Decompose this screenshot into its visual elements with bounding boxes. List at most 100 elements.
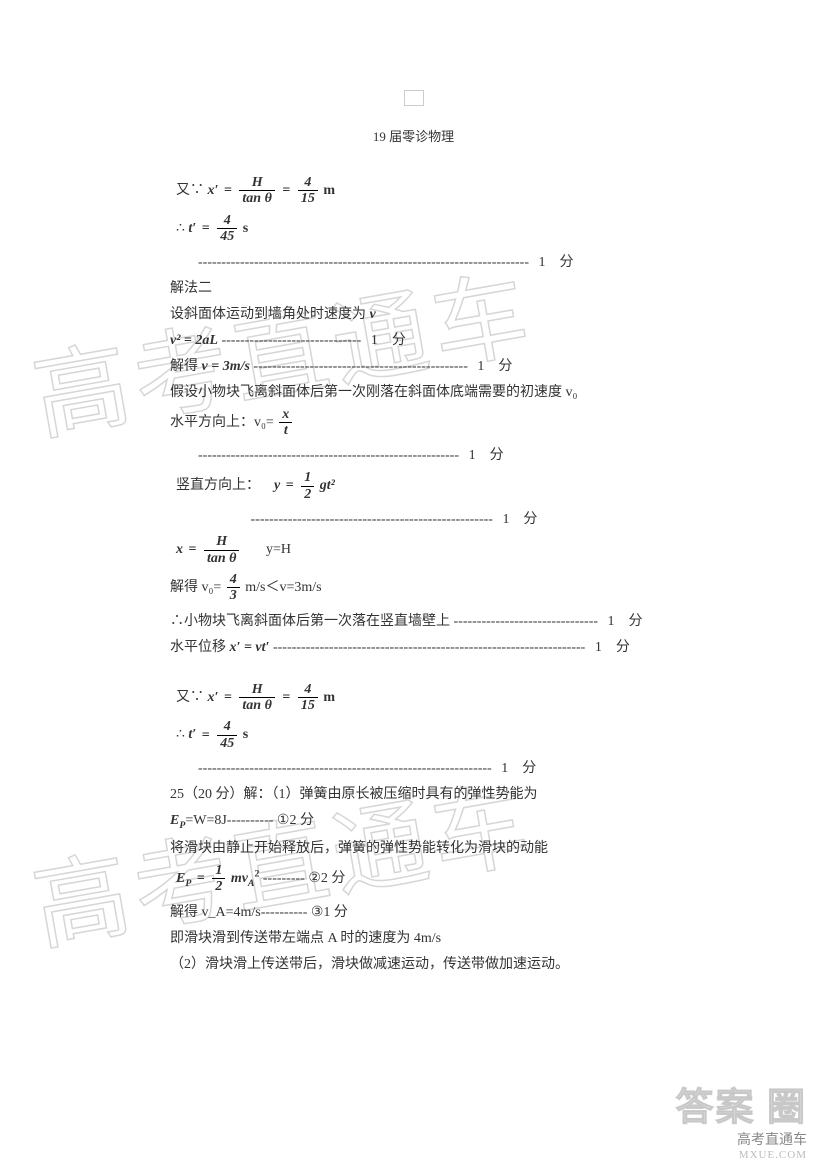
text: 水平位移 <box>170 640 230 655</box>
prefix: 又∵ <box>176 690 204 705</box>
den: 45 <box>217 736 237 751</box>
footer-text: 高考直通车 <box>675 1129 807 1149</box>
score: 1 分 <box>602 614 643 629</box>
text-line-3: 解法二 <box>170 277 657 297</box>
equals: = <box>195 871 207 886</box>
E: E <box>176 871 185 886</box>
rest: gt² <box>320 478 335 493</box>
prefix: ∴ <box>176 221 185 236</box>
score-line-2: ----------------------------------------… <box>170 251 657 271</box>
text-line-4: 设斜面体运动到墙角处时速度为 v <box>170 303 657 323</box>
text-line-20: 解得 v_A=4m/s---------- ③1 分 <box>170 901 657 921</box>
equals: = <box>222 690 234 705</box>
num: H <box>239 175 274 191</box>
rest: =W=8J---------- ①2 分 <box>185 813 314 828</box>
frac-1: H tan θ <box>239 175 274 207</box>
den: tan θ <box>239 698 274 713</box>
equals: = <box>222 183 234 198</box>
eq-line-19: EP = 1 2 mvA2 --------- ②2 分 <box>170 863 657 895</box>
eq-line-6: 解得 v = 3m/s ----------------------------… <box>170 355 657 375</box>
equals: = <box>187 542 199 557</box>
eq-line-5: v² = 2aL ------------------------------ … <box>170 329 657 349</box>
den: 3 <box>227 588 240 603</box>
frac-2: 4 15 <box>298 682 318 714</box>
eq-line-10: x = H tan θ y=H <box>170 534 657 566</box>
sub: P <box>185 878 191 889</box>
den: tan θ <box>239 191 274 206</box>
num: 4 <box>227 572 240 588</box>
unit: s <box>243 728 248 743</box>
eq: v² = 2aL <box>170 333 218 348</box>
score: 1 分 <box>365 333 406 348</box>
yH: y=H <box>266 542 291 557</box>
frac: 4 3 <box>227 572 240 604</box>
den: t <box>279 423 292 438</box>
equals: = <box>200 221 212 236</box>
text: 解得 v₀= <box>170 580 225 595</box>
text-line-21: 即滑块滑到传送带左端点 A 时的速度为 4m/s <box>170 927 657 947</box>
equals: = <box>280 183 292 198</box>
score: 1 分 <box>495 761 536 776</box>
score: 1 分 <box>471 359 512 374</box>
score: 1 分 <box>533 255 574 270</box>
score: 1 分 <box>589 640 630 655</box>
frac: 4 45 <box>217 213 237 245</box>
frac: x t <box>279 407 292 439</box>
num: 1 <box>301 470 314 486</box>
frac: H tan θ <box>204 534 239 566</box>
frac: 1 2 <box>212 863 225 895</box>
num: H <box>239 682 274 698</box>
frac: 1 2 <box>301 470 314 502</box>
text: m/s＜v=3m/s <box>245 580 321 595</box>
eq-line-15: ∴ t′ = 4 45 s <box>170 719 657 751</box>
text-line-18: 将滑块由静止开始释放后，弹簧的弹性势能转化为滑块的动能 <box>170 837 657 857</box>
eq-line-14: 又∵ x′ = H tan θ = 4 15 m <box>170 682 657 714</box>
equals: = <box>284 478 296 493</box>
text-line-16: 25（20 分）解：（1）弹簧由原长被压缩时具有的弹性势能为 <box>170 783 657 803</box>
den: tan θ <box>204 551 239 566</box>
eq: x′ = vt′ <box>230 640 270 655</box>
num: 4 <box>217 719 237 735</box>
text-line-12: ∴小物块飞离斜面体后第一次落在竖直墙壁上 -------------------… <box>170 610 657 630</box>
num: 4 <box>217 213 237 229</box>
num: 4 <box>298 682 318 698</box>
eq-line-17: EP=W=8J---------- ①2 分 <box>170 809 657 831</box>
lhs: y <box>274 478 280 493</box>
footer-watermark: 答案 圈 高考直通车 MXUE.COM <box>675 1089 807 1161</box>
rule: ----------------------------------------… <box>253 359 467 374</box>
text-line-7: 假设小物块飞离斜面体后第一次刚落在斜面体底端需要的初速度 v₀ <box>170 381 657 401</box>
lhs: x′ <box>208 690 219 705</box>
den: 2 <box>212 879 225 894</box>
score: 1 分 <box>463 448 504 463</box>
text: 水平方向上：v₀= <box>170 415 277 430</box>
prefix: ∴ <box>176 728 185 743</box>
rule: ------------------------------- <box>454 614 599 629</box>
eq-line-11: 解得 v₀= 4 3 m/s＜v=3m/s <box>170 572 657 604</box>
score-line-8: ----------------------------------------… <box>170 444 657 464</box>
text: 设斜面体运动到墙角处时速度为 <box>170 307 370 322</box>
m: m <box>231 871 242 886</box>
rule: ----------------------------------------… <box>198 255 529 270</box>
rule: ----------------------------------------… <box>198 448 459 463</box>
score-line-9: ----------------------------------------… <box>170 508 657 528</box>
answer-logo: 答案 圈 <box>675 1089 807 1127</box>
v: v <box>370 307 376 322</box>
footer-url: MXUE.COM <box>675 1149 807 1161</box>
eq: v = 3m/s <box>202 359 250 374</box>
equals: = <box>280 690 292 705</box>
lhs: t′ <box>188 728 196 743</box>
den: 45 <box>217 229 237 244</box>
page-content: 19 届零诊物理 又∵ x′ = H tan θ = 4 15 m ∴ t′ =… <box>0 0 827 1019</box>
text-line-22: （2）滑块滑上传送带后，滑块做减速运动，传送带做加速运动。 <box>170 953 657 973</box>
frac: 4 45 <box>217 719 237 751</box>
den: 2 <box>301 487 314 502</box>
score: 1 分 <box>496 512 537 527</box>
prefix: 又∵ <box>176 183 204 198</box>
rule: ------------------------------ <box>221 333 361 348</box>
text: ∴小物块飞离斜面体后第一次落在竖直墙壁上 <box>170 614 450 629</box>
lhs: x <box>176 542 183 557</box>
num: 1 <box>212 863 225 879</box>
unit: m <box>323 183 335 198</box>
E: E <box>170 813 179 828</box>
score-line-15: ----------------------------------------… <box>170 757 657 777</box>
